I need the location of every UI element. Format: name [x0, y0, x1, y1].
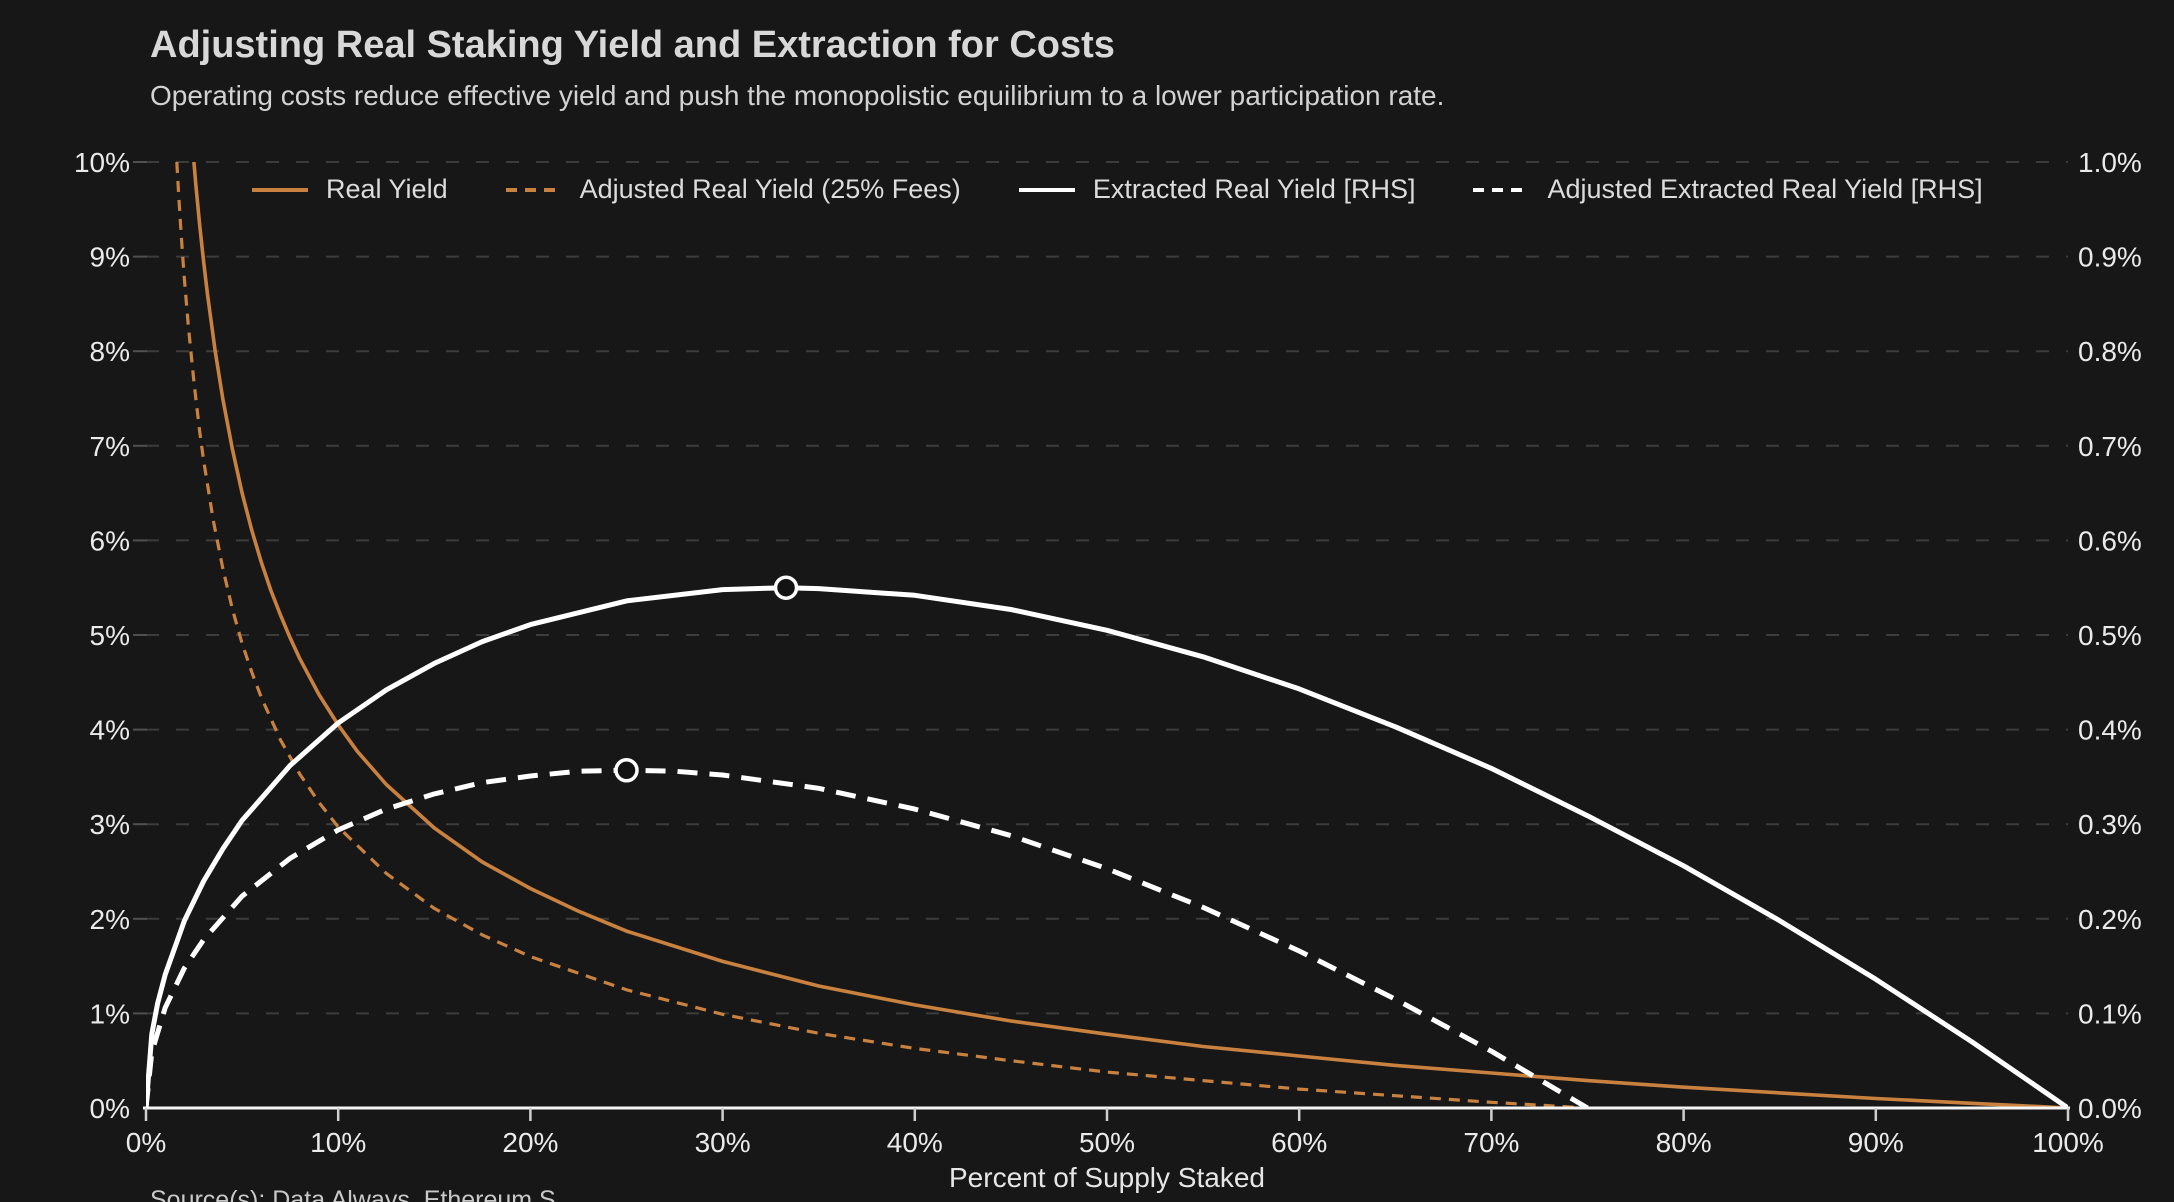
y-axis-right-tick-label: 0.7% [2078, 431, 2142, 462]
legend-label: Extracted Real Yield [RHS] [1092, 174, 1416, 204]
y-axis-right-tick-label: 0.2% [2078, 904, 2142, 935]
peak-marker-extracted-real-yield-rhs [773, 575, 799, 600]
x-axis-tick-label: 90% [1848, 1127, 1904, 1158]
series-extracted-real-yield-rhs [146, 585, 2068, 1108]
y-axis-right-tick-label: 0.1% [2078, 998, 2142, 1029]
y-axis-right-tick-label: 0.6% [2078, 525, 2142, 556]
y-axis-right-tick-label: 0.0% [2078, 1093, 2142, 1124]
y-axis-left-tick-label: 5% [90, 620, 130, 651]
legend-item-adjusted-real-yield-25-fees: Adjusted Real Yield (25% Fees) [505, 174, 961, 205]
y-axis-left-tick-label: 10% [74, 147, 130, 178]
y-axis-right-tick-label: 0.3% [2078, 809, 2142, 840]
legend-swatch-solid-line-icon [252, 187, 308, 192]
x-axis-tick-label: 30% [695, 1127, 751, 1158]
y-axis-left-tick-label: 7% [90, 431, 130, 462]
x-axis-tick-label: 80% [1656, 1127, 1712, 1158]
y-axis-left-tick-label: 3% [90, 809, 130, 840]
chart-title: Adjusting Real Staking Yield and Extract… [150, 24, 1115, 66]
legend-item-adjusted-extracted-real-yield-rhs: Adjusted Extracted Real Yield [RHS] [1473, 174, 1983, 205]
peak-marker-adjusted-extracted-real-yield-rhs [614, 758, 639, 783]
x-axis-label: Percent of Supply Staked [949, 1162, 1265, 1193]
y-axis-right-tick-label: 0.8% [2078, 336, 2142, 367]
x-axis-tick-label: 40% [887, 1127, 943, 1158]
legend-label: Adjusted Extracted Real Yield [RHS] [1547, 174, 1983, 204]
y-axis-left-tick-label: 0% [90, 1093, 130, 1124]
y-axis-left-tick-label: 2% [90, 904, 130, 935]
x-axis-tick-label: 60% [1271, 1127, 1327, 1158]
legend-swatch-dashed-line-icon [505, 187, 562, 192]
y-axis-right-tick-label: 0.4% [2078, 715, 2142, 746]
x-axis-tick-label: 70% [1463, 1127, 1519, 1158]
y-axis-left-tick-label: 1% [90, 998, 130, 1029]
legend-label: Real Yield [326, 174, 448, 204]
legend-swatch-solid-line-icon [1018, 187, 1075, 192]
x-axis-tick-label: 100% [2032, 1127, 2104, 1158]
series-adjusted-real-yield-25-fees [175, 161, 1588, 1108]
chart-subtitle: Operating costs reduce effective yield a… [150, 80, 1445, 111]
legend-item-extracted-real-yield-rhs: Extracted Real Yield [RHS] [1018, 174, 1416, 205]
y-axis-right-tick-label: 1.0% [2078, 147, 2142, 178]
legend-label: Adjusted Real Yield (25% Fees) [579, 174, 961, 204]
series-real-yield [192, 161, 2068, 1108]
y-axis-right-tick-label: 0.5% [2078, 620, 2142, 651]
chart-legend: Real Yield Adjusted Real Yield (25% Fees)… [252, 174, 1983, 205]
x-axis-tick-label: 50% [1079, 1127, 1135, 1158]
legend-item-real-yield: Real Yield [252, 174, 448, 205]
x-axis-tick-label: 10% [310, 1127, 366, 1158]
series-adjusted-extracted-real-yield-rhs [146, 767, 1589, 1108]
y-axis-left-tick-label: 4% [90, 715, 130, 746]
legend-swatch-dashed-line-icon [1473, 187, 1530, 192]
y-axis-left-tick-label: 6% [90, 525, 130, 556]
x-axis-tick-label: 0% [126, 1127, 166, 1158]
source-note: Source(s): Data Always, Ethereum S [150, 1186, 556, 1202]
y-axis-right-tick-label: 0.9% [2078, 242, 2142, 273]
y-axis-left-tick-label: 9% [90, 242, 130, 273]
x-axis-tick-label: 20% [502, 1127, 558, 1158]
y-axis-left-tick-label: 8% [90, 336, 130, 367]
